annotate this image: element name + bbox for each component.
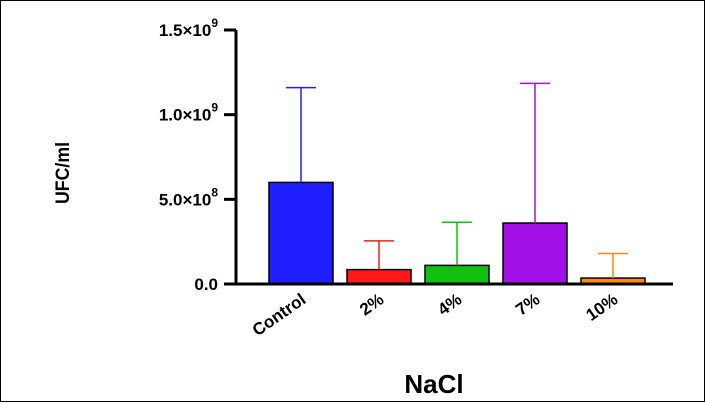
x-axis: Control 2% 4% 7% 10% bbox=[236, 282, 673, 340]
x-tick-label: 10% bbox=[583, 290, 622, 325]
y-axis: 0.0 5.0×108 1.0×109 1.5×109 bbox=[159, 16, 238, 294]
x-tick-label: 7% bbox=[512, 290, 543, 320]
x-tick-label: 4% bbox=[434, 290, 465, 320]
bars bbox=[268, 181, 646, 285]
x-tick-label: 2% bbox=[356, 290, 387, 320]
bar bbox=[346, 268, 412, 285]
y-tick-label: 1.0×109 bbox=[159, 101, 218, 125]
x-axis-label: NaCl bbox=[404, 369, 463, 399]
x-tick-label: Control bbox=[249, 290, 309, 340]
bar bbox=[424, 264, 490, 285]
bar bbox=[268, 181, 334, 285]
y-axis-label: UFC/ml bbox=[53, 142, 74, 204]
y-tick-label: 0.0 bbox=[194, 275, 218, 294]
y-tick-label: 5.0×108 bbox=[159, 185, 218, 209]
error-bars bbox=[286, 82, 628, 279]
bar bbox=[502, 222, 568, 285]
y-tick-label: 1.5×109 bbox=[159, 16, 218, 40]
